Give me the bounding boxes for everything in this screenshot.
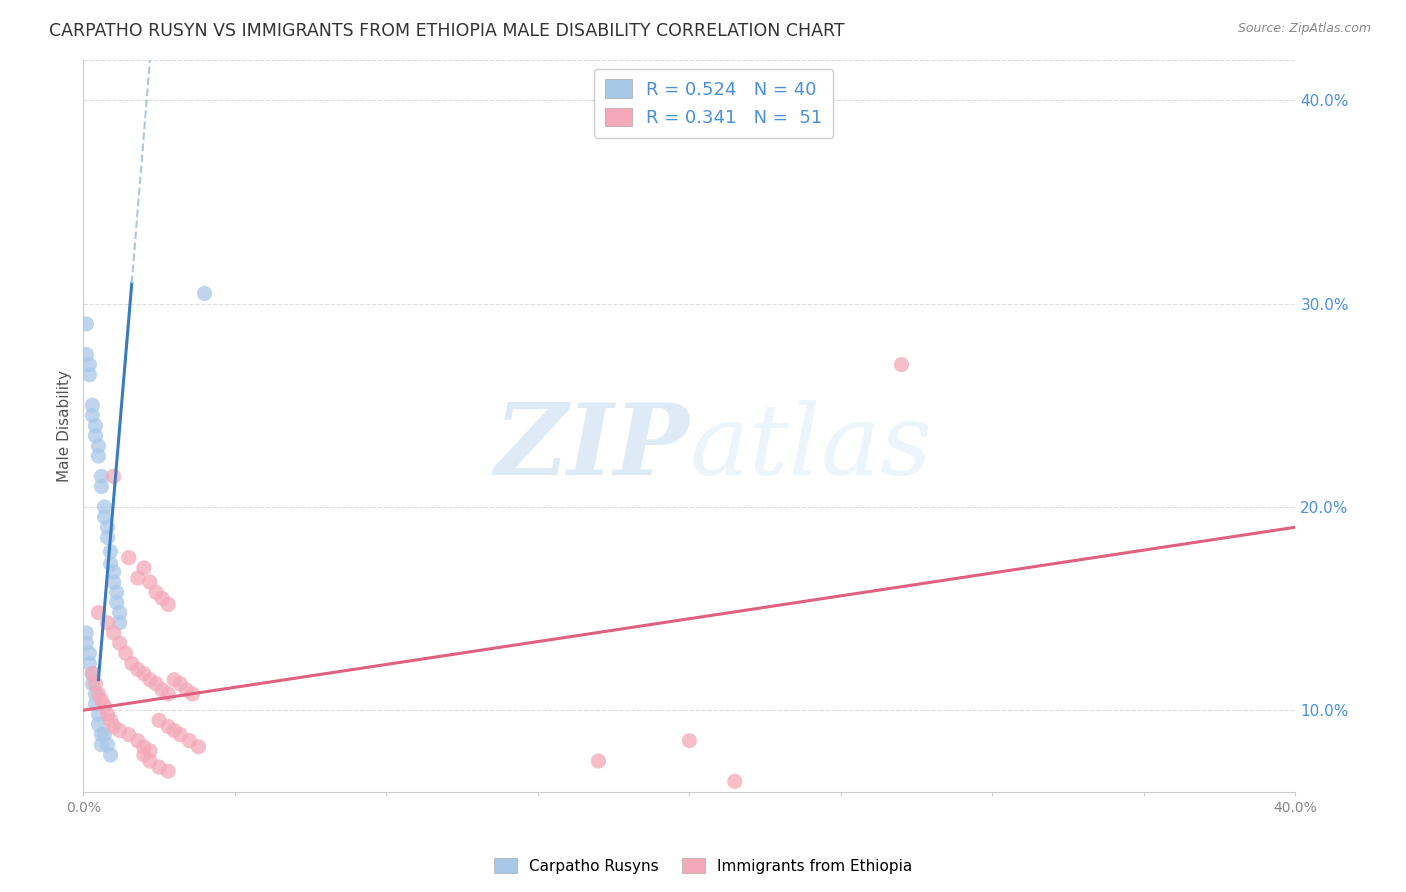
Point <box>145 585 167 599</box>
Point <box>169 677 191 691</box>
Point <box>108 636 131 650</box>
Point <box>84 687 107 701</box>
Point <box>121 657 143 671</box>
Point <box>79 358 101 372</box>
Legend: Carpatho Rusyns, Immigrants from Ethiopia: Carpatho Rusyns, Immigrants from Ethiopi… <box>488 852 918 880</box>
Point <box>93 728 115 742</box>
Point <box>127 733 149 747</box>
Point <box>179 733 201 747</box>
Point <box>169 728 191 742</box>
Point <box>79 657 101 671</box>
Point <box>157 719 180 733</box>
Point <box>87 449 110 463</box>
Point <box>96 520 118 534</box>
Point <box>678 733 700 747</box>
Point <box>132 747 155 762</box>
Point <box>108 615 131 630</box>
Point <box>82 398 104 412</box>
Point <box>105 595 128 609</box>
Point <box>87 606 110 620</box>
Point <box>132 739 155 754</box>
Point <box>114 646 136 660</box>
Point <box>100 544 122 558</box>
Point <box>148 760 170 774</box>
Point <box>84 418 107 433</box>
Point <box>103 565 125 579</box>
Text: CARPATHO RUSYN VS IMMIGRANTS FROM ETHIOPIA MALE DISABILITY CORRELATION CHART: CARPATHO RUSYN VS IMMIGRANTS FROM ETHIOP… <box>49 22 845 40</box>
Point <box>181 687 204 701</box>
Legend: R = 0.524   N = 40, R = 0.341   N =  51: R = 0.524 N = 40, R = 0.341 N = 51 <box>593 69 834 138</box>
Point <box>724 774 747 789</box>
Point <box>150 682 173 697</box>
Point <box>103 719 125 733</box>
Point <box>145 677 167 691</box>
Point <box>108 723 131 738</box>
Point <box>96 530 118 544</box>
Point <box>890 358 912 372</box>
Point <box>163 723 186 738</box>
Y-axis label: Male Disability: Male Disability <box>58 369 72 482</box>
Point <box>96 738 118 752</box>
Point <box>87 707 110 722</box>
Point <box>139 673 162 687</box>
Point <box>127 571 149 585</box>
Point <box>75 636 97 650</box>
Point <box>87 717 110 731</box>
Point <box>139 575 162 590</box>
Point <box>82 409 104 423</box>
Point <box>100 557 122 571</box>
Point <box>82 666 104 681</box>
Point <box>103 469 125 483</box>
Point <box>176 682 198 697</box>
Point <box>84 428 107 442</box>
Point <box>82 677 104 691</box>
Point <box>139 744 162 758</box>
Point <box>79 368 101 382</box>
Point <box>187 739 209 754</box>
Point <box>100 747 122 762</box>
Point <box>150 591 173 606</box>
Point <box>103 575 125 590</box>
Point <box>75 626 97 640</box>
Point <box>157 764 180 779</box>
Point <box>96 615 118 630</box>
Point <box>193 286 215 301</box>
Point <box>93 510 115 524</box>
Text: atlas: atlas <box>689 400 932 495</box>
Point <box>75 317 97 331</box>
Text: ZIP: ZIP <box>495 400 689 496</box>
Point <box>87 439 110 453</box>
Point <box>93 500 115 514</box>
Point <box>93 699 115 714</box>
Point <box>127 663 149 677</box>
Point <box>90 738 112 752</box>
Point <box>139 754 162 768</box>
Text: Source: ZipAtlas.com: Source: ZipAtlas.com <box>1237 22 1371 36</box>
Point <box>84 697 107 711</box>
Point <box>157 687 180 701</box>
Point <box>118 728 141 742</box>
Point <box>588 754 610 768</box>
Point <box>90 693 112 707</box>
Point <box>82 666 104 681</box>
Point <box>132 666 155 681</box>
Point <box>108 606 131 620</box>
Point <box>163 673 186 687</box>
Point <box>84 677 107 691</box>
Point <box>103 626 125 640</box>
Point <box>90 469 112 483</box>
Point <box>79 646 101 660</box>
Point <box>118 550 141 565</box>
Point <box>132 561 155 575</box>
Point <box>90 728 112 742</box>
Point <box>105 585 128 599</box>
Point <box>75 347 97 361</box>
Point <box>100 714 122 728</box>
Point <box>157 598 180 612</box>
Point <box>96 707 118 722</box>
Point <box>148 714 170 728</box>
Point <box>87 687 110 701</box>
Point <box>90 479 112 493</box>
